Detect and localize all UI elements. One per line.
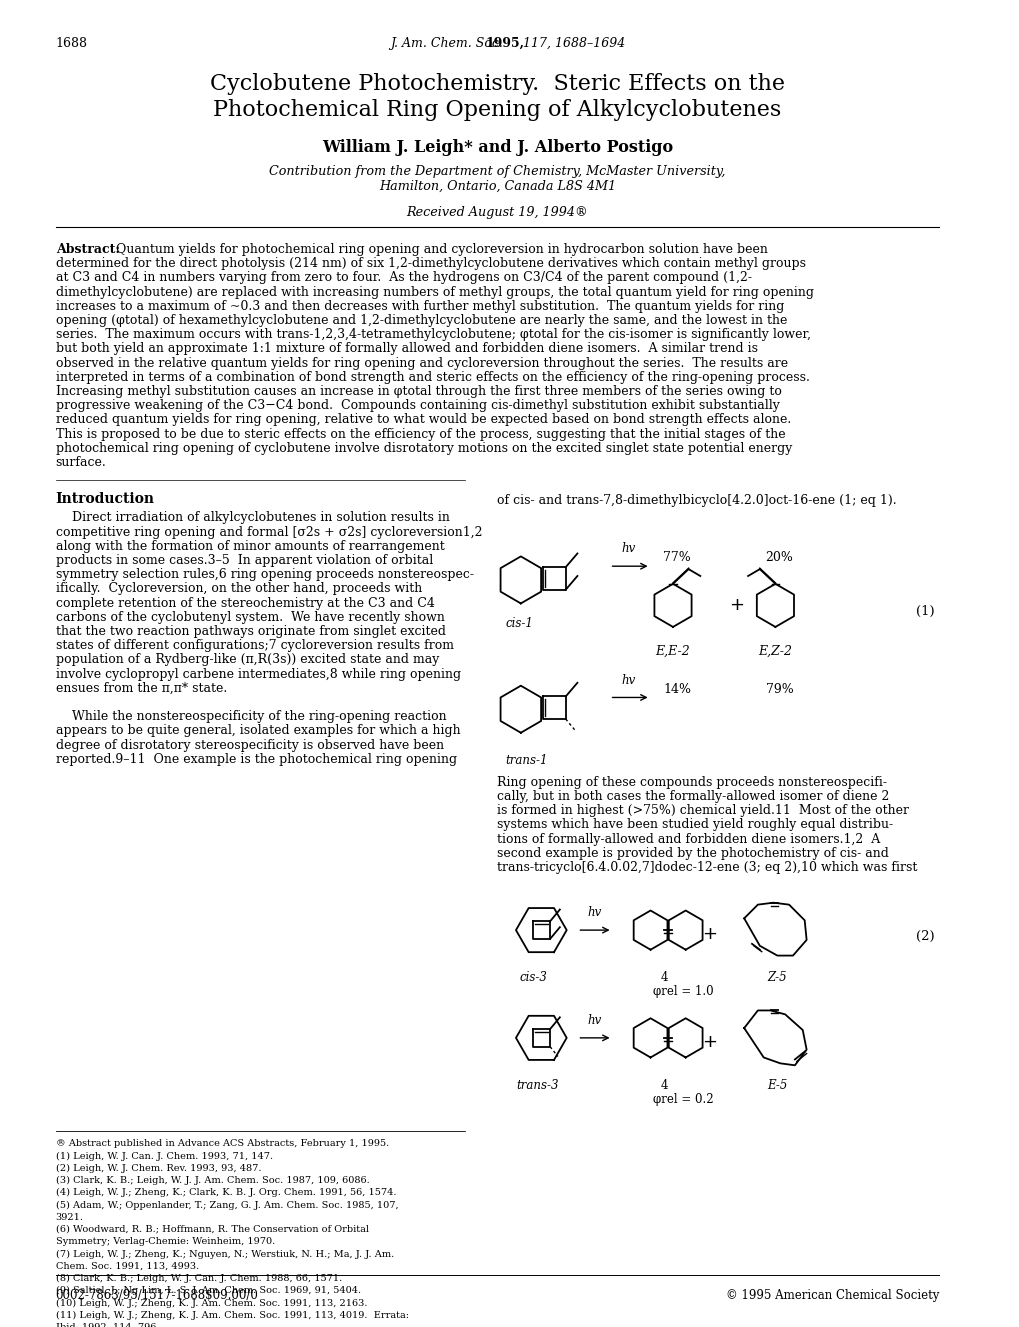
- Text: series.  The maximum occurs with trans-1,2,3,4-tetramethylcyclobutene; φtotal fo: series. The maximum occurs with trans-1,…: [56, 328, 810, 341]
- Text: 1995,: 1995,: [485, 37, 524, 50]
- Text: is formed in highest (>75%) chemical yield.11  Most of the other: is formed in highest (>75%) chemical yie…: [497, 804, 909, 817]
- Text: reduced quantum yields for ring opening, relative to what would be expected base: reduced quantum yields for ring opening,…: [56, 414, 790, 426]
- Text: trans-1: trans-1: [504, 754, 547, 767]
- Text: (11) Leigh, W. J.; Zheng, K. J. Am. Chem. Soc. 1991, 113, 4019.  Errata:: (11) Leigh, W. J.; Zheng, K. J. Am. Chem…: [56, 1311, 409, 1320]
- Text: Symmetry; Verlag-Chemie: Weinheim, 1970.: Symmetry; Verlag-Chemie: Weinheim, 1970.: [56, 1237, 274, 1246]
- Text: trans-3: trans-3: [516, 1079, 558, 1092]
- Text: surface.: surface.: [56, 456, 106, 468]
- Text: states of different configurations;7 cycloreversion results from: states of different configurations;7 cyc…: [56, 640, 453, 652]
- Text: E-5: E-5: [767, 1079, 788, 1092]
- Text: ® Abstract published in Advance ACS Abstracts, February 1, 1995.: ® Abstract published in Advance ACS Abst…: [56, 1140, 388, 1148]
- Text: Quantum yields for photochemical ring opening and cycloreversion in hydrocarbon : Quantum yields for photochemical ring op…: [116, 243, 767, 256]
- Text: © 1995 American Chemical Society: © 1995 American Chemical Society: [726, 1289, 938, 1302]
- Text: Photochemical Ring Opening of Alkylcyclobutenes: Photochemical Ring Opening of Alkylcyclo…: [213, 100, 781, 121]
- Text: 0002-7863/95/1517-1688$09.00/0: 0002-7863/95/1517-1688$09.00/0: [56, 1289, 258, 1302]
- Text: E,E-2: E,E-2: [655, 645, 690, 658]
- Text: trans-tricyclo[6.4.0.02,7]dodec-12-ene (3; eq 2),10 which was first: trans-tricyclo[6.4.0.02,7]dodec-12-ene (…: [497, 861, 917, 874]
- Text: Z-5: Z-5: [767, 971, 787, 985]
- Text: progressive weakening of the C3−C4 bond.  Compounds containing cis-dimethyl subs: progressive weakening of the C3−C4 bond.…: [56, 399, 779, 413]
- Text: degree of disrotatory stereospecificity is observed have been: degree of disrotatory stereospecificity …: [56, 739, 443, 751]
- Text: cis-3: cis-3: [520, 971, 547, 985]
- Text: increases to a maximum of ~0.3 and then decreases with further methyl substituti: increases to a maximum of ~0.3 and then …: [56, 300, 784, 313]
- Text: products in some cases.3–5  In apparent violation of orbital: products in some cases.3–5 In apparent v…: [56, 553, 432, 567]
- Text: along with the formation of minor amounts of rearrangement: along with the formation of minor amount…: [56, 540, 444, 553]
- Text: +: +: [701, 1032, 716, 1051]
- Text: interpreted in terms of a combination of bond strength and steric effects on the: interpreted in terms of a combination of…: [56, 370, 809, 384]
- Text: carbons of the cyclobutenyl system.  We have recently shown: carbons of the cyclobutenyl system. We h…: [56, 610, 444, 624]
- Text: opening (φtotal) of hexamethylcyclobutene and 1,2-dimethylcyclobutene are nearly: opening (φtotal) of hexamethylcyclobuten…: [56, 314, 787, 326]
- Text: William J. Leigh* and J. Alberto Postigo: William J. Leigh* and J. Alberto Postigo: [322, 139, 673, 157]
- Text: involve cyclopropyl carbene intermediates,8 while ring opening: involve cyclopropyl carbene intermediate…: [56, 667, 461, 681]
- Text: Hamilton, Ontario, Canada L8S 4M1: Hamilton, Ontario, Canada L8S 4M1: [378, 180, 615, 194]
- Text: J. Am. Chem. Soc.: J. Am. Chem. Soc.: [389, 37, 506, 50]
- Text: population of a Rydberg-like (π,R(3s)) excited state and may: population of a Rydberg-like (π,R(3s)) e…: [56, 653, 438, 666]
- Text: Abstract:: Abstract:: [56, 243, 119, 256]
- Text: complete retention of the stereochemistry at the C3 and C4: complete retention of the stereochemistr…: [56, 597, 434, 609]
- Text: symmetry selection rules,6 ring opening proceeds nonstereospec-: symmetry selection rules,6 ring opening …: [56, 568, 473, 581]
- Text: 3921.: 3921.: [56, 1213, 84, 1222]
- Text: Contribution from the Department of Chemistry, McMaster University,: Contribution from the Department of Chem…: [269, 165, 725, 178]
- Text: at C3 and C4 in numbers varying from zero to four.  As the hydrogens on C3/C4 of: at C3 and C4 in numbers varying from zer…: [56, 271, 751, 284]
- Text: reported.9–11  One example is the photochemical ring opening: reported.9–11 One example is the photoch…: [56, 752, 457, 766]
- Text: While the nonstereospecificity of the ring-opening reaction: While the nonstereospecificity of the ri…: [56, 710, 445, 723]
- Text: dimethylcyclobutene) are replaced with increasing numbers of methyl groups, the : dimethylcyclobutene) are replaced with i…: [56, 285, 813, 299]
- Text: cis-1: cis-1: [504, 617, 533, 630]
- Text: hv: hv: [621, 543, 635, 556]
- Text: appears to be quite general, isolated examples for which a high: appears to be quite general, isolated ex…: [56, 725, 460, 738]
- Text: 1688: 1688: [56, 37, 88, 50]
- Text: Received August 19, 1994®: Received August 19, 1994®: [407, 206, 588, 219]
- Text: hv: hv: [587, 906, 601, 920]
- Text: Direct irradiation of alkylcyclobutenes in solution results in: Direct irradiation of alkylcyclobutenes …: [56, 511, 449, 524]
- Text: +: +: [729, 596, 744, 613]
- Text: +: +: [701, 925, 716, 943]
- Text: observed in the relative quantum yields for ring opening and cycloreversion thro: observed in the relative quantum yields …: [56, 357, 787, 369]
- Text: ifically.  Cycloreversion, on the other hand, proceeds with: ifically. Cycloreversion, on the other h…: [56, 583, 422, 596]
- Text: Increasing methyl substitution causes an increase in φtotal through the first th: Increasing methyl substitution causes an…: [56, 385, 781, 398]
- Text: Ring opening of these compounds proceeds nonstereospecifi-: Ring opening of these compounds proceeds…: [497, 776, 887, 788]
- Text: E,Z-2: E,Z-2: [757, 645, 791, 658]
- Text: 117, 1688–1694: 117, 1688–1694: [519, 37, 625, 50]
- Text: 4: 4: [659, 1079, 667, 1092]
- Text: Chem. Soc. 1991, 113, 4993.: Chem. Soc. 1991, 113, 4993.: [56, 1262, 199, 1271]
- Text: (2): (2): [915, 930, 933, 943]
- Text: (10) Leigh, W. J.; Zheng, K. J. Am. Chem. Soc. 1991, 113, 2163.: (10) Leigh, W. J.; Zheng, K. J. Am. Chem…: [56, 1298, 367, 1307]
- Text: (1): (1): [915, 605, 933, 618]
- Text: that the two reaction pathways originate from singlet excited: that the two reaction pathways originate…: [56, 625, 445, 638]
- Text: (9) Saltiel, J.; Ng Lim, L. S. J. Am. Chem. Soc. 1969, 91, 5404.: (9) Saltiel, J.; Ng Lim, L. S. J. Am. Ch…: [56, 1286, 361, 1295]
- Text: second example is provided by the photochemistry of cis- and: second example is provided by the photoc…: [497, 847, 889, 860]
- Text: (7) Leigh, W. J.; Zheng, K.; Nguyen, N.; Werstiuk, N. H.; Ma, J. J. Am.: (7) Leigh, W. J.; Zheng, K.; Nguyen, N.;…: [56, 1250, 393, 1258]
- Text: hv: hv: [587, 1014, 601, 1027]
- Text: 77%: 77%: [662, 551, 690, 564]
- Text: photochemical ring opening of cyclobutene involve disrotatory motions on the exc: photochemical ring opening of cyclobuten…: [56, 442, 791, 455]
- Text: cally, but in both cases the formally-allowed isomer of diene 2: cally, but in both cases the formally-al…: [497, 790, 889, 803]
- Text: 14%: 14%: [662, 683, 691, 695]
- Text: competitive ring opening and formal [σ2s + σ2s] cycloreversion1,2: competitive ring opening and formal [σ2s…: [56, 525, 482, 539]
- Text: φrel = 1.0: φrel = 1.0: [652, 985, 712, 998]
- Text: 20%: 20%: [765, 551, 793, 564]
- Text: determined for the direct photolysis (214 nm) of six 1,2-dimethylcyclobutene der: determined for the direct photolysis (21…: [56, 257, 805, 271]
- Text: (5) Adam, W.; Oppenlander, T.; Zang, G. J. Am. Chem. Soc. 1985, 107,: (5) Adam, W.; Oppenlander, T.; Zang, G. …: [56, 1201, 397, 1210]
- Text: 79%: 79%: [765, 683, 793, 695]
- Text: (8) Clark, K. B.; Leigh, W. J. Can. J. Chem. 1988, 66, 1571.: (8) Clark, K. B.; Leigh, W. J. Can. J. C…: [56, 1274, 341, 1283]
- Text: (4) Leigh, W. J.; Zheng, K.; Clark, K. B. J. Org. Chem. 1991, 56, 1574.: (4) Leigh, W. J.; Zheng, K.; Clark, K. B…: [56, 1188, 395, 1197]
- Text: (2) Leigh, W. J. Chem. Rev. 1993, 93, 487.: (2) Leigh, W. J. Chem. Rev. 1993, 93, 48…: [56, 1164, 261, 1173]
- Text: of cis- and trans-7,8-dimethylbicyclo[4.2.0]oct-16-ene (1; eq 1).: of cis- and trans-7,8-dimethylbicyclo[4.…: [497, 494, 896, 507]
- Text: This is proposed to be due to steric effects on the efficiency of the process, s: This is proposed to be due to steric eff…: [56, 427, 785, 441]
- Text: (3) Clark, K. B.; Leigh, W. J. J. Am. Chem. Soc. 1987, 109, 6086.: (3) Clark, K. B.; Leigh, W. J. J. Am. Ch…: [56, 1176, 369, 1185]
- Text: ensues from the π,π* state.: ensues from the π,π* state.: [56, 682, 226, 695]
- Text: (6) Woodward, R. B.; Hoffmann, R. The Conservation of Orbital: (6) Woodward, R. B.; Hoffmann, R. The Co…: [56, 1225, 368, 1234]
- Text: Cyclobutene Photochemistry.  Steric Effects on the: Cyclobutene Photochemistry. Steric Effec…: [210, 73, 785, 96]
- Text: hv: hv: [621, 674, 635, 687]
- Text: Ibid. 1992, 114, 796.: Ibid. 1992, 114, 796.: [56, 1323, 159, 1327]
- Text: 4: 4: [659, 971, 667, 985]
- Text: φrel = 0.2: φrel = 0.2: [652, 1092, 712, 1105]
- Text: (1) Leigh, W. J. Can. J. Chem. 1993, 71, 147.: (1) Leigh, W. J. Can. J. Chem. 1993, 71,…: [56, 1152, 272, 1161]
- Text: systems which have been studied yield roughly equal distribu-: systems which have been studied yield ro…: [497, 819, 893, 832]
- Text: tions of formally-allowed and forbidden diene isomers.1,2  A: tions of formally-allowed and forbidden …: [497, 832, 879, 845]
- Text: but both yield an approximate 1:1 mixture of formally allowed and forbidden dien: but both yield an approximate 1:1 mixtur…: [56, 342, 757, 356]
- Text: Introduction: Introduction: [56, 492, 155, 506]
